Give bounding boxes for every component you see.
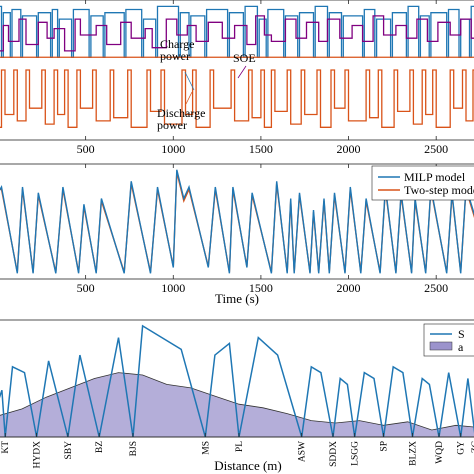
p3-legend-label-1: a	[458, 340, 464, 354]
p3-xlabel: Distance (m)	[214, 458, 282, 473]
p3-station-label-14: ZC	[471, 441, 474, 453]
panel-2: 500 1000 1500 2000 2500 Time (s) MILP modelTwo…	[0, 163, 474, 306]
p1-annotation-discharge-line-0: Discharge	[157, 106, 205, 120]
p2-xtick-label-0: 500	[77, 281, 95, 295]
p3-station-label-11: BLZX	[409, 441, 419, 466]
p1-annotation-charge-line-0: Charge	[160, 37, 194, 51]
p1-annotation-soe-arrow	[237, 65, 247, 79]
p1-xtick-label-3: 2000	[337, 142, 361, 156]
p1-annotation-charge-line-1: power	[160, 49, 190, 63]
p3-station-label-0: KT	[1, 441, 11, 454]
p1-series-0	[0, 5, 474, 58]
p2-legend-label-1: Two-step model	[404, 183, 474, 197]
p3-station-label-12: WQD	[435, 441, 445, 464]
p1-annotation-discharge-arrow	[185, 91, 193, 105]
p3-legend-swatch-1	[429, 341, 453, 351]
p3-station-label-8: SDDX	[329, 441, 339, 467]
p3-station-label-4: BJS	[129, 441, 139, 456]
p3-legend-label-0: S	[458, 327, 465, 341]
p1-xtick-label-4: 2500	[424, 142, 448, 156]
p1-annotation-charge-arrow	[184, 71, 195, 91]
p1-series-1	[0, 15, 474, 52]
p3-station-label-1: HYDX	[33, 441, 43, 469]
p1-xtick-label-2: 1500	[249, 142, 273, 156]
p2-xtick-label-3: 2000	[337, 281, 361, 295]
p2-xtick-label-2: 1500	[249, 281, 273, 295]
p3-legend: Sa	[423, 323, 474, 357]
p3-area-series	[0, 372, 474, 438]
p1-annotation-discharge-line-1: power	[157, 118, 187, 132]
p2-legend-box	[371, 165, 474, 201]
p3-station-label-10: SP	[380, 441, 390, 452]
panel-3: KT HYDX SBY BZ BJS MS PL ASW SDDX LSGG SP BLZX WQD GY…	[0, 319, 474, 473]
p3-station-label-9: LSGG	[351, 441, 361, 466]
p2-xlabel: Time (s)	[215, 291, 259, 306]
p2-xtick-label-4: 2500	[424, 281, 448, 295]
p1-annotation-soe: SOE	[233, 51, 256, 65]
p1-annotation-charge: Charge power	[160, 37, 194, 63]
p3-station-label-6: PL	[235, 441, 245, 452]
p1-xtick-label-1: 1000	[161, 142, 185, 156]
p1-annotation-discharge: Discharge power	[157, 106, 205, 132]
p3-station-label-5: MS	[201, 441, 211, 455]
p3-station-label-13: GY	[457, 441, 467, 455]
p1-series-2	[0, 69, 474, 128]
p3-legend-box	[423, 323, 474, 357]
p3-station-label-7: ASW	[298, 441, 308, 462]
p1-xtick-label-0: 500	[77, 142, 95, 156]
p3-station-label-3: BZ	[95, 441, 105, 453]
p2-legend-label-0: MILP model	[404, 170, 466, 184]
p2-xtick-label-1: 1000	[161, 281, 185, 295]
p1-axes-frame	[0, 0, 474, 141]
p3-station-label-2: SBY	[64, 441, 74, 460]
p2-axes-frame	[0, 163, 474, 280]
p3-speed-series	[0, 324, 474, 438]
